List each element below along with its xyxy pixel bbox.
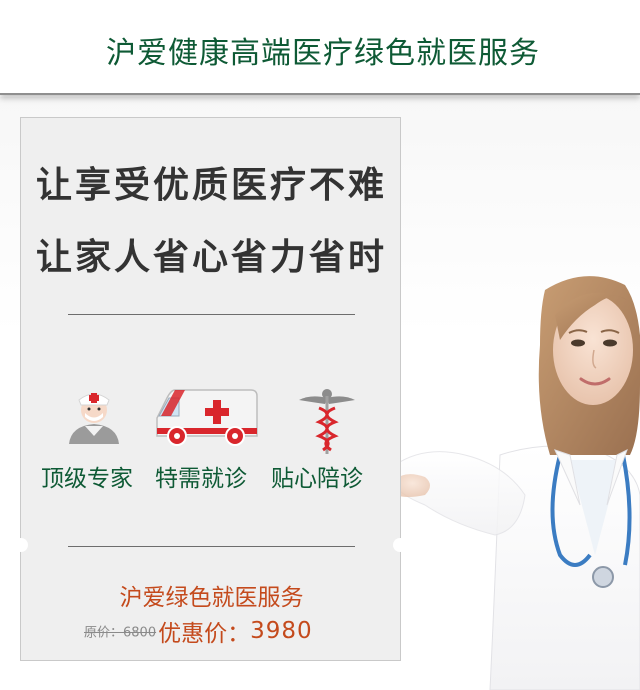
sale-price-value: 3980: [250, 618, 313, 644]
original-price: 原价：6800: [84, 625, 157, 641]
page-title: 沪爱健康高端医疗绿色就医服务: [106, 36, 540, 71]
card-notch-right: [393, 538, 407, 552]
doctor-illustration: [395, 276, 640, 690]
feature-top-experts: 顶级专家: [41, 466, 133, 492]
slogan-line-2: 让家人省心省力省时: [35, 237, 387, 278]
caduceus-icon: [299, 389, 355, 454]
feature-vip-visit: 特需就诊: [155, 466, 247, 492]
divider-bottom: [68, 546, 355, 547]
ambulance-icon: [156, 389, 258, 446]
nurse-icon: [69, 393, 119, 444]
sale-price-label: 优惠价：: [158, 621, 251, 647]
feature-escort-service: 贴心陪诊: [271, 466, 363, 492]
price-row: 原价：6800优惠价：3980: [84, 614, 313, 648]
card-notch-left: [14, 538, 28, 552]
service-card: 让享受优质医疗不难 让家人省心省力省时 顶级专家 特需就诊 贴心: [14, 117, 407, 661]
service-name: 沪爱绿色就医服务: [119, 585, 304, 611]
divider-top: [68, 314, 355, 315]
slogan-line-1: 让享受优质医疗不难: [35, 165, 387, 206]
page-header: 沪爱健康高端医疗绿色就医服务: [0, 0, 640, 95]
